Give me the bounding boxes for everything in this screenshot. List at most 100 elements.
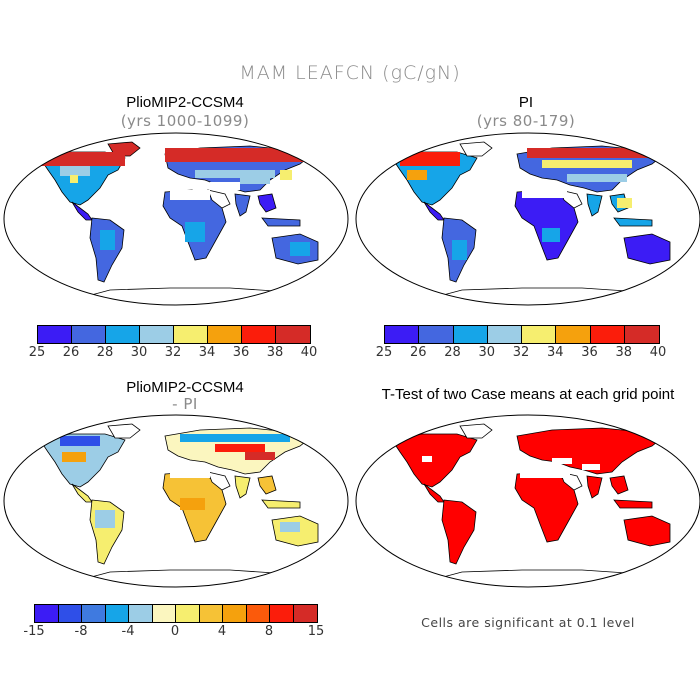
land-indonesia <box>613 217 653 227</box>
land-nz <box>679 545 689 557</box>
colorbar-tick-label: 25 <box>28 345 46 360</box>
colorbar-swatch <box>590 326 625 343</box>
grid-cell-patch <box>165 148 305 162</box>
map-outline <box>3 132 349 306</box>
colorbar-tick-label: 25 <box>375 345 393 360</box>
land-india <box>586 193 603 217</box>
colorbar-swatch <box>38 326 72 343</box>
map-panel-3 <box>3 414 349 588</box>
land-southAmerica <box>89 499 125 565</box>
grid-cell-patch <box>185 222 205 242</box>
land-centralAmerica <box>71 483 93 503</box>
grid-cell-patch <box>527 148 652 158</box>
grid-cell-patch <box>280 170 292 180</box>
grid-cell-patch <box>60 436 100 446</box>
land-india <box>234 193 251 217</box>
map-panel-1 <box>3 132 349 306</box>
colorbar-swatch <box>556 326 591 343</box>
colorbar-panel-3 <box>34 604 318 623</box>
land-arabia <box>207 189 231 209</box>
colorbar-tick-label: 15 <box>307 624 325 639</box>
colorbar-swatch <box>246 605 270 622</box>
grid-cell-patch <box>100 230 115 250</box>
colorbar-tick-label: 38 <box>266 345 284 360</box>
land-indonesia <box>261 217 301 227</box>
colorbar-tick-label: 32 <box>164 345 182 360</box>
land-seAsia <box>609 475 629 495</box>
land-centralAmerica <box>423 201 445 221</box>
colorbar-swatch <box>140 326 174 343</box>
colorbar-panel-1 <box>37 325 311 344</box>
colorbar-swatch <box>72 326 106 343</box>
colorbar-tick-label: 34 <box>198 345 216 360</box>
colorbar-swatch <box>208 326 242 343</box>
grid-cell-patch <box>40 152 125 166</box>
land-india <box>586 475 603 499</box>
grid-cell-patch <box>62 452 86 462</box>
panel-3-title: PlioMIP2-CCSM4 <box>126 379 244 396</box>
land-australia <box>623 233 671 265</box>
colorbar-swatch <box>624 326 659 343</box>
grid-cell-patch <box>400 152 460 166</box>
colorbar-tick-label: 8 <box>264 624 274 639</box>
grid-cell-patch <box>407 170 427 180</box>
significance-note: Cells are significant at 0.1 level <box>421 615 635 630</box>
colorbar-tick-label: 28 <box>444 345 461 360</box>
colorbar-swatch <box>487 326 522 343</box>
grid-cell-patch <box>195 170 275 178</box>
grid-cell-patch <box>422 456 432 462</box>
land-southAmerica <box>441 499 477 565</box>
panel-1-subtitle: (yrs 1000-1099) <box>120 112 250 130</box>
land-india <box>234 475 251 499</box>
colorbar-swatch <box>223 605 247 622</box>
map-panel-4 <box>355 414 700 588</box>
land-arabia <box>207 471 231 491</box>
colorbar-panel-2 <box>384 325 660 344</box>
grid-cell-patch <box>617 198 632 208</box>
land-greenland <box>459 423 493 439</box>
land-indonesia <box>261 499 301 509</box>
land-antarctica <box>78 569 302 587</box>
colorbar-tick-label: 40 <box>300 345 318 360</box>
colorbar-tick-label: 32 <box>512 345 530 360</box>
colorbar-tick-label: -8 <box>74 624 88 639</box>
land-antarctica <box>430 569 654 587</box>
grid-cell-patch <box>520 468 570 478</box>
land-indonesia <box>613 499 653 509</box>
map-panel-2 <box>355 132 700 306</box>
panel-2-title: PI <box>518 94 534 111</box>
panel-1-title: PlioMIP2-CCSM4 <box>126 94 244 111</box>
colorbar-swatch <box>35 605 59 622</box>
land-antarctica <box>430 287 654 305</box>
grid-cell-patch <box>215 444 265 452</box>
colorbar-tick-label: 26 <box>409 345 427 360</box>
grid-cell-patch <box>180 498 205 510</box>
grid-cell-patch <box>245 452 275 460</box>
colorbar-swatch <box>199 605 223 622</box>
grid-cell-patch <box>170 190 210 200</box>
map-outline <box>355 132 700 306</box>
colorbar-ticks-panel-1: 25 26 28 30 32 34 36 38 40 <box>29 345 318 361</box>
grid-cell-patch <box>552 458 572 464</box>
grid-cell-patch <box>290 242 310 256</box>
land-northAmerica <box>391 433 478 488</box>
grid-cell-patch <box>280 522 300 532</box>
colorbar-tick-label: 0 <box>170 624 180 639</box>
colorbar-ticks-panel-3: -15 -8 -4 0 4 8 15 <box>23 624 324 640</box>
colorbar-swatch <box>105 605 129 622</box>
land-australia <box>623 515 671 547</box>
land-seAsia <box>257 475 277 495</box>
colorbar-tick-label: 26 <box>62 345 80 360</box>
colorbar-tick-label: 30 <box>478 345 496 360</box>
colorbar-swatch <box>82 605 106 622</box>
colorbar-swatch <box>522 326 557 343</box>
grid-cell-patch <box>240 176 270 184</box>
colorbar-swatch <box>58 605 82 622</box>
colorbar-tick-label: 34 <box>546 345 564 360</box>
colorbar-swatch <box>270 605 294 622</box>
land-greenland <box>459 141 493 157</box>
colorbar-swatch <box>106 326 140 343</box>
grid-cell-patch <box>180 434 290 442</box>
colorbar-swatch <box>176 605 200 622</box>
land-centralAmerica <box>423 483 445 503</box>
